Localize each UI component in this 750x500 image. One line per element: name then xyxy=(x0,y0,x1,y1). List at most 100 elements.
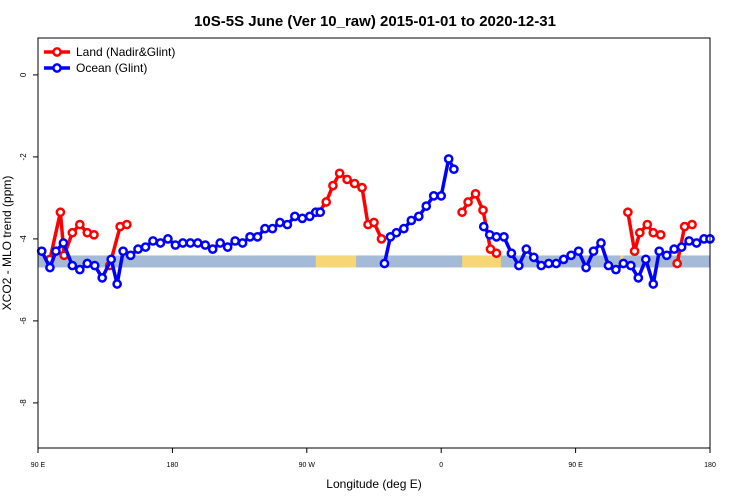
data-point xyxy=(267,223,278,234)
data-point xyxy=(376,234,387,244)
data-point xyxy=(648,227,659,238)
legend-swatch-marker xyxy=(52,63,62,73)
legend-label: Ocean (Glint) xyxy=(76,61,147,75)
data-point xyxy=(379,258,390,269)
plot-frame xyxy=(37,37,711,449)
data-point xyxy=(45,262,55,273)
data-point xyxy=(252,232,263,242)
data-point xyxy=(297,213,308,224)
data-point xyxy=(573,246,584,257)
data-point xyxy=(230,236,240,246)
data-point xyxy=(163,234,173,244)
data-point xyxy=(125,250,136,261)
data-point xyxy=(178,238,188,248)
x-tick-label: 0 xyxy=(439,462,443,469)
data-point xyxy=(421,201,432,211)
data-point xyxy=(185,238,196,248)
data-point xyxy=(623,207,633,218)
data-point xyxy=(449,164,459,175)
data-point xyxy=(642,219,653,230)
x-tick-label: 90 E xyxy=(31,462,46,469)
data-point xyxy=(436,191,447,201)
data-point xyxy=(237,238,248,248)
legend-swatch-marker xyxy=(52,47,62,57)
data-point xyxy=(74,264,85,275)
data-point xyxy=(36,246,47,257)
data-point xyxy=(148,236,158,246)
x-tick-label: 90 E xyxy=(568,462,583,469)
data-point xyxy=(55,207,66,218)
x-tick-label: 180 xyxy=(704,462,716,469)
y-tick-label: -8 xyxy=(19,399,28,407)
data-point xyxy=(170,240,181,250)
data-point xyxy=(74,219,85,230)
data-point xyxy=(633,273,644,283)
x-tick-label: 90 W xyxy=(299,462,316,469)
x-tick-label: 180 xyxy=(167,462,179,469)
data-point xyxy=(672,258,682,269)
data-point xyxy=(478,221,489,232)
data-point xyxy=(97,273,108,283)
data-point xyxy=(140,242,151,252)
data-point xyxy=(536,260,547,271)
legend-label: Land (Nadir&Glint) xyxy=(76,45,175,59)
data-point xyxy=(369,217,379,228)
data-point xyxy=(315,207,326,218)
data-point xyxy=(275,217,285,228)
data-point xyxy=(342,174,352,185)
legend-item: Land (Nadir&Glint) xyxy=(44,45,175,59)
data-point xyxy=(463,197,473,207)
legend-item: Ocean (Glint) xyxy=(44,61,147,75)
x-axis: 90 E 180 90 W 0 90 E 180 xyxy=(31,448,716,469)
data-point xyxy=(491,232,502,242)
data-point xyxy=(543,258,554,269)
data-point xyxy=(551,258,562,269)
data-point xyxy=(566,250,576,261)
data-point xyxy=(634,227,645,238)
data-point xyxy=(357,182,367,193)
data-point xyxy=(596,238,606,248)
land-band xyxy=(462,255,501,268)
data-point xyxy=(413,211,424,222)
data-point xyxy=(629,246,640,257)
data-point xyxy=(514,260,524,271)
series-0 xyxy=(45,168,697,271)
data-point xyxy=(528,252,539,263)
data-point xyxy=(648,279,659,289)
data-point xyxy=(611,264,621,275)
x-axis-label: Longitude (deg E) xyxy=(326,477,421,491)
data-point xyxy=(334,168,345,179)
legend: Land (Nadir&Glint) Ocean (Glint) xyxy=(44,45,175,75)
series-line xyxy=(382,157,456,264)
data-point xyxy=(618,258,629,269)
series-line xyxy=(482,225,710,286)
chart-title: 10S-5S June (Ver 10_raw) 2015-01-01 to 2… xyxy=(194,13,556,30)
data-point xyxy=(581,262,591,273)
data-point xyxy=(640,254,651,265)
data-point xyxy=(58,238,69,248)
series-1 xyxy=(36,154,715,289)
data-point xyxy=(282,219,293,230)
data-point xyxy=(588,246,599,257)
data-point xyxy=(443,154,454,164)
y-tick-label: 0 xyxy=(19,72,28,77)
data-point xyxy=(155,238,166,248)
data-point xyxy=(687,219,697,230)
data-point xyxy=(655,229,666,240)
data-point xyxy=(122,219,132,230)
data-point xyxy=(67,260,78,271)
data-point xyxy=(82,258,93,269)
data-point xyxy=(669,244,680,254)
data-point xyxy=(118,246,128,257)
data-point xyxy=(626,260,636,271)
y-tick-label: -2 xyxy=(19,153,28,161)
y-axis: 0 -2 -4 -6 -8 xyxy=(19,72,38,406)
data-point xyxy=(106,254,117,265)
data-point xyxy=(679,221,690,232)
data-point xyxy=(470,188,481,199)
data-point xyxy=(192,238,203,248)
series-layer xyxy=(36,154,715,289)
data-point xyxy=(558,254,569,265)
data-point xyxy=(133,244,143,254)
